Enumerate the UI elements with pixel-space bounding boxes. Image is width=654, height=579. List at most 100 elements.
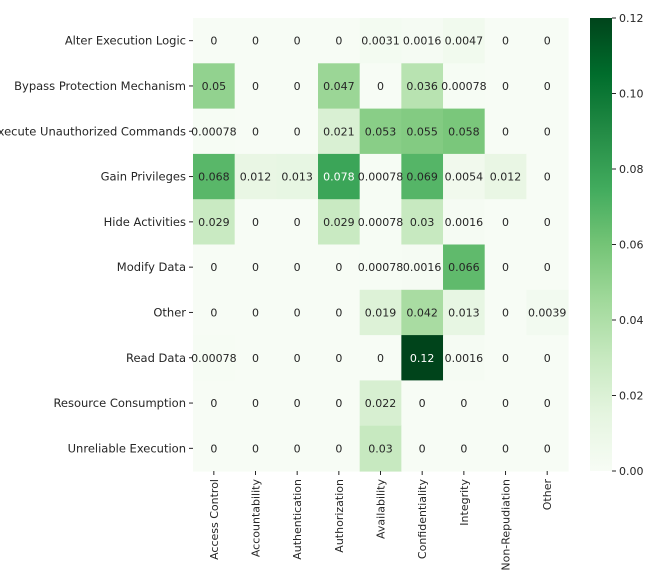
heatmap-cell — [359, 108, 402, 155]
cell-value-label: 0 — [252, 125, 259, 138]
heatmap-cell — [359, 380, 402, 427]
cell-value-label: 0 — [252, 397, 259, 410]
cell-value-label: 0.03 — [410, 216, 435, 229]
heatmap-cell — [193, 153, 236, 200]
column-tick-label: Non-Repudiation — [500, 479, 513, 571]
heatmap-cell — [526, 289, 569, 336]
cell-value-label: 0 — [544, 352, 551, 365]
cell-value-label: 0 — [252, 35, 259, 48]
heatmap-cell — [318, 199, 361, 246]
cell-value-label: 0 — [294, 35, 301, 48]
colorbar-tick-label: 0.10 — [619, 88, 644, 101]
colorbar — [590, 18, 612, 471]
heatmap-cell — [193, 63, 236, 110]
cell-value-label: 0.03 — [368, 442, 393, 455]
heatmap-cell — [443, 108, 486, 155]
row-tick-label: Resource Consumption — [53, 396, 186, 410]
cell-value-label: 0.00078 — [191, 352, 237, 365]
colorbar-tick-label: 0.12 — [619, 12, 644, 25]
heatmap-cell — [484, 335, 527, 381]
cell-value-label: 0 — [502, 261, 509, 274]
heatmap-cell — [234, 244, 277, 291]
heatmap-cell — [234, 335, 277, 381]
heatmap-cell — [276, 289, 319, 336]
column-tick-label: Authentication — [291, 479, 304, 560]
row-tick-label: Modify Data — [117, 260, 186, 274]
cell-value-label: 0 — [502, 397, 509, 410]
heatmap-cell — [193, 108, 236, 155]
cell-value-label: 0 — [335, 442, 342, 455]
heatmap-cell — [234, 63, 277, 110]
cell-value-label: 0 — [544, 261, 551, 274]
heatmap-cell — [484, 108, 527, 155]
heatmap-cell — [193, 289, 236, 336]
colorbar-tick-label: 0.02 — [619, 390, 644, 403]
heatmap-cell — [234, 199, 277, 246]
cell-value-label: 0.019 — [365, 306, 397, 319]
colorbar-tick-label: 0.06 — [619, 239, 644, 252]
cell-value-label: 0.022 — [365, 397, 397, 410]
heatmap-cell — [484, 244, 527, 291]
row-tick-label: Gain Privileges — [101, 170, 186, 184]
heatmap-cell — [234, 108, 277, 155]
heatmap-cell — [359, 244, 402, 291]
heatmap-cell — [443, 289, 486, 336]
cell-value-label: 0 — [210, 397, 217, 410]
cell-value-label: 0 — [252, 216, 259, 229]
cell-value-label: 0.00078 — [358, 171, 404, 184]
column-tick-label: Authorization — [333, 479, 346, 553]
heatmap-cell — [234, 425, 277, 472]
heatmap-cell — [276, 108, 319, 155]
cell-value-label: 0 — [460, 442, 467, 455]
cell-value-label: 0 — [252, 306, 259, 319]
row-tick-label: Other — [153, 305, 186, 319]
heatmap-cell — [318, 289, 361, 336]
heatmap-cell — [484, 18, 527, 64]
heatmap-cell — [193, 244, 236, 291]
heatmap-cell — [193, 425, 236, 472]
heatmap-cell — [234, 289, 277, 336]
cell-value-label: 0 — [544, 125, 551, 138]
cell-value-label: 0 — [294, 80, 301, 93]
heatmap-cell — [484, 63, 527, 110]
cell-value-label: 0.036 — [406, 80, 438, 93]
cell-value-label: 0.0054 — [445, 171, 484, 184]
cell-value-label: 0.013 — [281, 171, 313, 184]
heatmap-cell — [234, 18, 277, 64]
heatmap-cell — [401, 63, 444, 110]
cell-value-label: 0 — [502, 352, 509, 365]
cell-value-label: 0 — [210, 442, 217, 455]
row-tick-label: Read Data — [126, 351, 186, 365]
cell-value-label: 0 — [502, 80, 509, 93]
cell-value-label: 0 — [210, 261, 217, 274]
cell-value-label: 0.0016 — [403, 35, 442, 48]
column-tick-labels: Access Control Accountability Authenticati… — [208, 471, 554, 571]
heatmap-cell — [234, 153, 277, 200]
heatmap-cell-labels: 0 0 0 0 0.0031 0.0016 0.0047 0 00.05 0 0 0.047 0 0.03… — [191, 35, 566, 456]
cell-value-label: 0 — [502, 306, 509, 319]
cell-value-label: 0.05 — [202, 80, 227, 93]
heatmap-cells — [193, 18, 569, 472]
heatmap-cell — [318, 108, 361, 155]
heatmap-cell — [318, 380, 361, 427]
cell-value-label: 0 — [419, 442, 426, 455]
heatmap-cell — [484, 380, 527, 427]
cell-value-label: 0 — [210, 306, 217, 319]
cell-value-label: 0.021 — [323, 125, 355, 138]
cell-value-label: 0 — [294, 442, 301, 455]
cell-value-label: 0.012 — [490, 171, 522, 184]
heatmap-cell — [401, 153, 444, 200]
cell-value-label: 0 — [294, 216, 301, 229]
heatmap-cell — [526, 63, 569, 110]
cell-value-label: 0.00078 — [191, 125, 237, 138]
cell-value-label: 0 — [252, 442, 259, 455]
cell-value-label: 0 — [335, 352, 342, 365]
heatmap-cell — [276, 380, 319, 427]
cell-value-label: 0.012 — [240, 171, 272, 184]
colorbar-tick-label: 0.04 — [619, 314, 644, 327]
cell-value-label: 0 — [294, 306, 301, 319]
heatmap-cell — [276, 63, 319, 110]
heatmap-cell — [359, 199, 402, 246]
heatmap-cell — [484, 425, 527, 472]
row-tick-label: Alter Execution Logic — [65, 34, 186, 48]
